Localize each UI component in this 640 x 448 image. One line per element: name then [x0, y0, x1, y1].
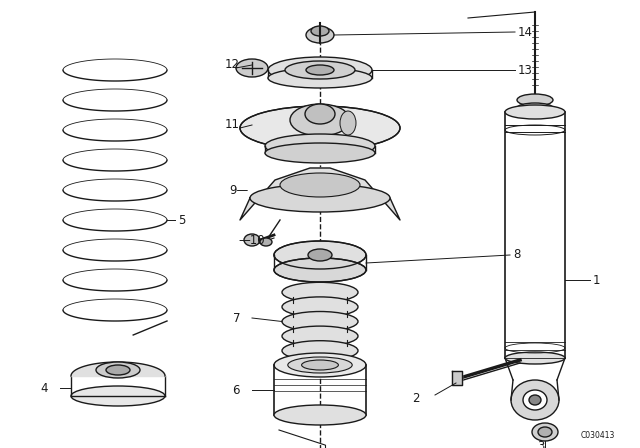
Text: 11: 11: [225, 119, 240, 132]
Ellipse shape: [280, 173, 360, 197]
Ellipse shape: [290, 104, 350, 136]
Ellipse shape: [511, 380, 559, 420]
Text: 13: 13: [518, 64, 533, 77]
Ellipse shape: [285, 61, 355, 79]
Ellipse shape: [288, 357, 352, 373]
Ellipse shape: [268, 68, 372, 88]
Ellipse shape: [311, 26, 329, 36]
Ellipse shape: [274, 405, 366, 425]
Ellipse shape: [340, 111, 356, 135]
Text: 3: 3: [538, 440, 545, 448]
Text: 4: 4: [40, 382, 48, 395]
Ellipse shape: [305, 104, 335, 124]
Ellipse shape: [282, 297, 358, 317]
Text: 2: 2: [413, 392, 420, 405]
Ellipse shape: [282, 326, 358, 346]
Ellipse shape: [517, 94, 553, 106]
Ellipse shape: [505, 105, 565, 119]
Text: 8: 8: [513, 249, 520, 262]
Text: 9—: 9—: [228, 184, 248, 197]
Text: 7: 7: [232, 311, 240, 324]
Ellipse shape: [306, 27, 334, 43]
Ellipse shape: [282, 282, 358, 302]
Ellipse shape: [529, 395, 541, 405]
Ellipse shape: [301, 360, 339, 370]
Ellipse shape: [260, 238, 272, 246]
Text: 14: 14: [518, 26, 533, 39]
Text: C030413: C030413: [580, 431, 615, 439]
Text: 1: 1: [593, 273, 600, 287]
Text: 6: 6: [232, 383, 240, 396]
Ellipse shape: [532, 423, 558, 441]
Ellipse shape: [106, 365, 130, 375]
Ellipse shape: [268, 57, 372, 83]
Ellipse shape: [250, 184, 390, 212]
Text: —10: —10: [238, 233, 264, 246]
Ellipse shape: [265, 143, 375, 163]
Ellipse shape: [244, 234, 260, 246]
Ellipse shape: [308, 249, 332, 261]
Text: 5: 5: [178, 214, 186, 227]
Ellipse shape: [505, 352, 565, 364]
Ellipse shape: [96, 362, 140, 378]
Ellipse shape: [523, 390, 547, 410]
Ellipse shape: [282, 340, 358, 361]
Polygon shape: [240, 168, 400, 220]
Ellipse shape: [274, 353, 366, 377]
Ellipse shape: [517, 103, 553, 113]
Ellipse shape: [274, 258, 366, 282]
Ellipse shape: [282, 311, 358, 332]
Ellipse shape: [71, 386, 165, 406]
Ellipse shape: [240, 106, 400, 150]
Ellipse shape: [306, 65, 334, 75]
Ellipse shape: [265, 134, 375, 158]
Text: 12: 12: [225, 59, 240, 72]
Ellipse shape: [274, 241, 366, 269]
Polygon shape: [452, 371, 462, 385]
Ellipse shape: [538, 427, 552, 437]
Ellipse shape: [236, 59, 268, 77]
